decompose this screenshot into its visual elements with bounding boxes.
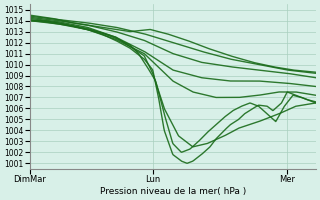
X-axis label: Pression niveau de la mer( hPa ): Pression niveau de la mer( hPa ) <box>100 187 246 196</box>
